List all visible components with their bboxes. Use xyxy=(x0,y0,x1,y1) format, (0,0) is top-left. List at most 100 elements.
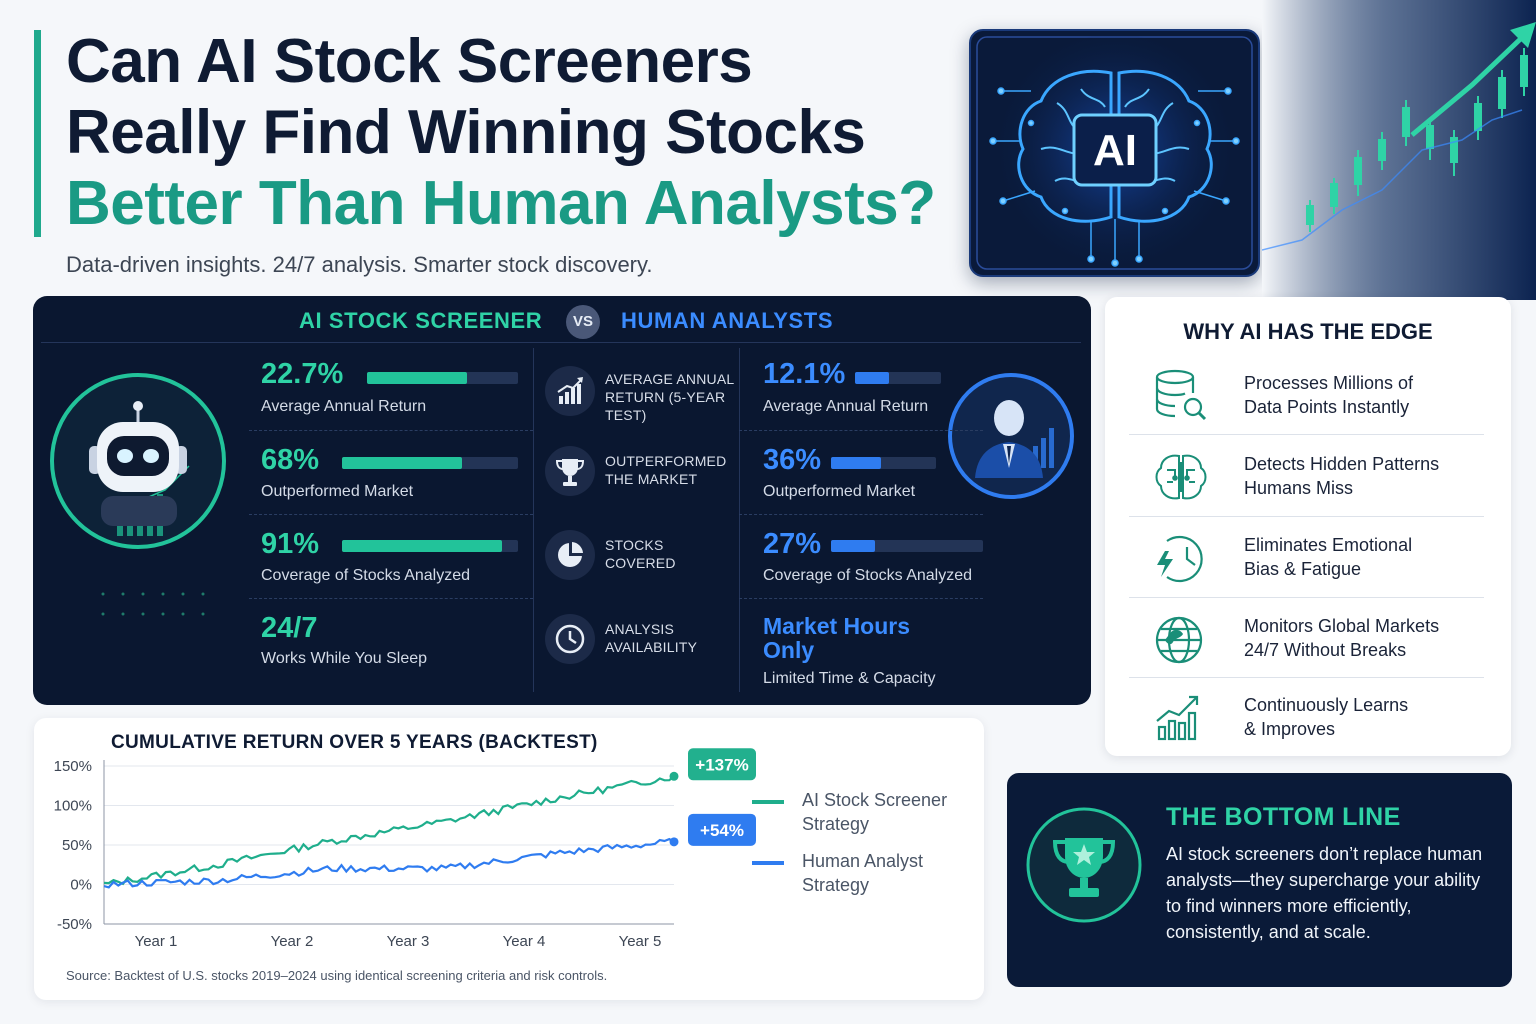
why-item: Eliminates Emotional Bias & Fatigue xyxy=(1129,521,1489,595)
x-tick-label: Year 5 xyxy=(619,933,662,950)
chart-plot: 150% 100% 50% 0% -50% Year 1 Year 2 Year 3 Year … xyxy=(54,748,756,950)
why-item: Continuously Learns & Improves xyxy=(1129,681,1489,755)
pie-chart-icon xyxy=(545,530,595,580)
divider xyxy=(41,342,1081,343)
human-avatar xyxy=(947,372,1075,500)
ai-stat-label: Works While You Sleep xyxy=(261,650,428,667)
ai-stat-value: 68% xyxy=(261,444,320,476)
trophy-icon xyxy=(1025,806,1143,924)
ai-stat-label: Average Annual Return xyxy=(261,398,427,415)
row-divider xyxy=(249,514,533,515)
title-line-3: Better Than Human Analysts? xyxy=(66,169,936,238)
category-label: ANALYSIS AVAILABILITY xyxy=(605,621,698,655)
human-stat-label: Outperformed Market xyxy=(763,483,916,500)
rising-chart-graphic xyxy=(1261,0,1536,300)
y-tick-label: 50% xyxy=(62,837,92,854)
ai-stat-row-3: 91% Coverage of Stocks Analyzed xyxy=(261,528,521,592)
ai-stat-bar xyxy=(342,457,518,469)
human-stat-value: 12.1% xyxy=(763,358,846,390)
category-label: STOCKS COVERED xyxy=(605,537,676,571)
why-title: WHY AI HAS THE EDGE xyxy=(1183,319,1433,344)
why-item-text: Continuously Learns & Improves xyxy=(1244,695,1409,739)
y-tick-label: -50% xyxy=(57,916,92,933)
ai-brain-icon: AI xyxy=(976,34,1253,270)
cumulative-return-chart: CUMULATIVE RETURN OVER 5 YEARS (BACKTEST… xyxy=(34,718,984,1000)
ai-stat-row-4: 24/7 Works While You Sleep xyxy=(261,612,521,676)
legend-label: AI Stock Screener Strategy xyxy=(802,790,948,834)
clock-icon xyxy=(545,614,595,664)
divider xyxy=(1129,597,1484,598)
robot-icon xyxy=(50,373,226,549)
chart-title: CUMULATIVE RETURN OVER 5 YEARS (BACKTEST… xyxy=(111,732,598,753)
growth-chart-icon xyxy=(1151,689,1211,749)
row-divider xyxy=(249,430,533,431)
row-divider xyxy=(249,598,533,599)
bottom-line-title: THE BOTTOM LINE xyxy=(1166,803,1401,831)
y-tick-label: 150% xyxy=(54,758,92,775)
series-end-point xyxy=(669,771,679,781)
ai-stat-row-1: 22.7% Average Annual Return xyxy=(261,358,521,422)
ai-stat-bar-fill xyxy=(342,457,462,469)
vs-badge: VS xyxy=(566,305,600,339)
row-divider xyxy=(739,430,983,431)
legend-item-ai: AI Stock Screener Strategy xyxy=(752,788,962,844)
why-item: Processes Millions of Data Points Instan… xyxy=(1129,359,1489,433)
human-heading: HUMAN ANALYSTS xyxy=(621,308,834,333)
ai-stat-bar xyxy=(367,372,518,384)
human-stat-bar xyxy=(831,540,983,552)
y-tick-label: 100% xyxy=(54,798,92,815)
globe-icon xyxy=(1151,610,1211,670)
x-tick-label: Year 3 xyxy=(387,933,430,950)
ai-stat-value: 91% xyxy=(261,528,320,560)
ai-stat-label: Outperformed Market xyxy=(261,483,414,500)
human-stat-row-4: Market Hours Only Limited Time & Capacit… xyxy=(763,612,983,692)
dot-grid-decoration xyxy=(93,584,233,644)
human-stat-value: 36% xyxy=(763,444,822,476)
end-label: +54% xyxy=(700,821,744,840)
lightning-clock-icon xyxy=(1151,529,1211,589)
ai-brain-card: AI xyxy=(969,29,1260,277)
human-stat-value: 27% xyxy=(763,528,822,560)
end-label-pill xyxy=(688,813,756,846)
category-label: OUTPERFORMED THE MARKET xyxy=(605,453,727,487)
ai-stat-bar-fill xyxy=(367,372,467,384)
why-item-text: Eliminates Emotional Bias & Fatigue xyxy=(1244,535,1413,579)
y-tick-label: 0% xyxy=(70,877,92,894)
legend-label: Human Analyst Strategy xyxy=(802,851,924,895)
ai-heading: AI STOCK SCREENER xyxy=(299,308,543,333)
human-stat-bar-fill xyxy=(831,540,876,552)
ai-stat-row-2: 68% Outperformed Market xyxy=(261,444,521,508)
title-line-1: Can AI Stock Screeners xyxy=(66,27,753,96)
x-tick-label: Year 2 xyxy=(271,933,314,950)
x-tick-label: Year 4 xyxy=(503,933,546,950)
robot-avatar xyxy=(47,370,229,552)
human-stat-row-1: 12.1% Average Annual Return xyxy=(763,358,963,422)
human-stat-row-3: 27% Coverage of Stocks Analyzed xyxy=(763,528,993,592)
column-divider xyxy=(739,348,740,692)
why-item-text: Monitors Global Markets 24/7 Without Bre… xyxy=(1244,616,1440,660)
chart-source: Source: Backtest of U.S. stocks 2019–202… xyxy=(66,968,608,983)
divider xyxy=(1129,677,1484,678)
human-stat-label: Coverage of Stocks Analyzed xyxy=(763,567,973,584)
legend-swatch xyxy=(752,861,784,865)
column-divider xyxy=(533,348,534,692)
bar-chart-up-icon xyxy=(545,366,595,416)
trophy-icon xyxy=(545,446,595,496)
ai-stat-bar-fill xyxy=(342,540,503,552)
category-row-2: OUTPERFORMED THE MARKET xyxy=(545,446,735,506)
why-item: Detects Hidden Patterns Humans Miss xyxy=(1129,440,1489,514)
human-stat-bar xyxy=(855,372,941,384)
database-search-icon xyxy=(1151,365,1211,425)
why-item-text: Processes Millions of Data Points Instan… xyxy=(1244,373,1414,417)
end-label: +137% xyxy=(695,755,748,774)
brain-circuit-icon xyxy=(1151,448,1211,508)
subtitle: Data-driven insights. 24/7 analysis. Sma… xyxy=(66,252,653,277)
businessman-icon xyxy=(948,373,1074,499)
why-item-text: Detects Hidden Patterns Humans Miss xyxy=(1244,454,1440,498)
x-tick-label: Year 1 xyxy=(135,933,178,950)
category-label: AVERAGE ANNUAL RETURN (5-YEAR TEST) xyxy=(605,371,735,423)
title-line-2: Really Find Winning Stocks xyxy=(66,98,866,167)
comparison-panel: AI STOCK SCREENER VS HUMAN ANALYSTS xyxy=(33,296,1091,705)
human-stat-bar xyxy=(831,457,936,469)
human-stat-bar-fill xyxy=(831,457,882,469)
